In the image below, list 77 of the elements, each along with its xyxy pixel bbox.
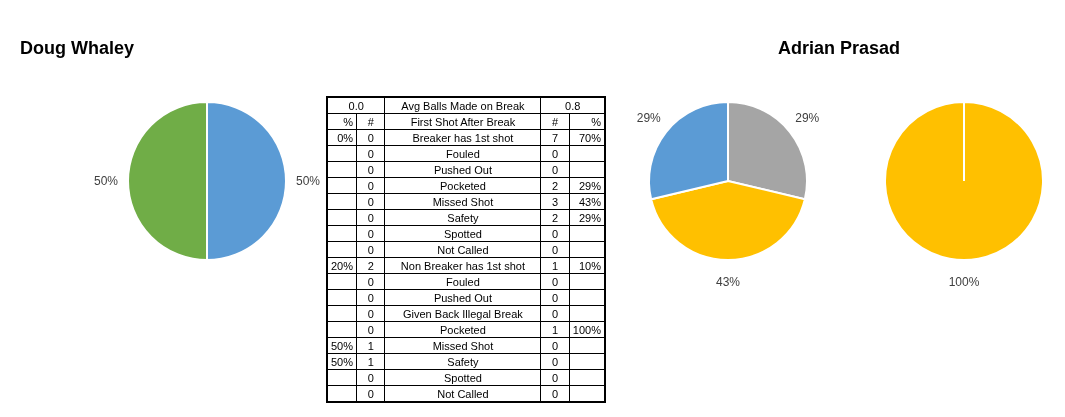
text: 0 bbox=[367, 387, 374, 400]
text: Pocketed bbox=[439, 323, 486, 336]
text: Pushed Out bbox=[433, 163, 492, 176]
text: 0 bbox=[367, 275, 374, 288]
text: # bbox=[552, 115, 559, 128]
text: 29% bbox=[578, 179, 601, 192]
text: # bbox=[367, 115, 374, 128]
text: Given Back Illegal Break bbox=[403, 307, 523, 320]
text: 0 bbox=[367, 131, 374, 144]
text: 70% bbox=[578, 131, 601, 144]
text: Not Called bbox=[437, 243, 489, 256]
text: 0% bbox=[337, 131, 354, 144]
text: 0 bbox=[552, 355, 559, 368]
text: Safety bbox=[447, 355, 479, 368]
text: Non Breaker has 1st shot bbox=[400, 259, 525, 272]
text: 0.0 bbox=[348, 99, 364, 112]
text: 1 bbox=[552, 323, 559, 336]
text: 0 bbox=[552, 243, 559, 256]
text: 0 bbox=[552, 371, 559, 384]
text: 0 bbox=[552, 339, 559, 352]
text: 0 bbox=[552, 291, 559, 304]
text: 0 bbox=[367, 147, 374, 160]
text: Not Called bbox=[437, 387, 489, 400]
text: Breaker has 1st shot bbox=[412, 131, 514, 144]
data-label: 50% bbox=[93, 174, 119, 188]
text: 0 bbox=[552, 163, 559, 176]
text: 0 bbox=[367, 371, 374, 384]
text: 0 bbox=[367, 163, 374, 176]
text: 0 bbox=[552, 387, 559, 400]
text: 0 bbox=[367, 179, 374, 192]
text: Spotted bbox=[443, 371, 482, 384]
data-label: 100% bbox=[948, 275, 980, 289]
text: 1 bbox=[367, 339, 374, 352]
text: First Shot After Break bbox=[410, 115, 516, 128]
chart-title: Doug Whaley bbox=[20, 38, 135, 59]
text: Safety bbox=[447, 211, 479, 224]
text: 0 bbox=[367, 307, 374, 320]
text: 1 bbox=[367, 355, 374, 368]
text: Avg Balls Made on Break bbox=[401, 99, 525, 112]
text: 0 bbox=[367, 323, 374, 336]
data-label: 29% bbox=[795, 111, 820, 126]
text: 20% bbox=[331, 259, 354, 272]
text: 29% bbox=[578, 211, 601, 224]
text: % bbox=[343, 115, 354, 128]
text: 0 bbox=[552, 275, 559, 288]
text: 2 bbox=[552, 211, 559, 224]
text: 0 bbox=[552, 307, 559, 320]
text: 1 bbox=[552, 259, 559, 272]
text: 0 bbox=[552, 147, 559, 160]
text: 50% bbox=[331, 355, 354, 368]
data-label: 43% bbox=[715, 275, 741, 289]
data-label: 29% bbox=[636, 111, 662, 126]
text: 100% bbox=[572, 323, 601, 336]
text: Pocketed bbox=[439, 179, 486, 192]
text: Missed Shot bbox=[432, 339, 494, 352]
text: 10% bbox=[578, 259, 601, 272]
text: 0.8 bbox=[565, 99, 581, 112]
text: 0 bbox=[367, 195, 374, 208]
text: Pushed Out bbox=[433, 291, 492, 304]
text: 0 bbox=[367, 291, 374, 304]
text: 0 bbox=[367, 227, 374, 240]
text: 2 bbox=[552, 179, 559, 192]
text: 2 bbox=[367, 259, 374, 272]
text: 3 bbox=[552, 195, 559, 208]
chart-title: Adrian Prasad bbox=[778, 38, 901, 59]
data-label: 50% bbox=[295, 174, 321, 188]
text: Missed Shot bbox=[432, 195, 494, 208]
text: Fouled bbox=[446, 275, 480, 288]
text: 0 bbox=[367, 243, 374, 256]
text: 7 bbox=[552, 131, 559, 144]
text: 0 bbox=[367, 211, 374, 224]
text: 0 bbox=[552, 227, 559, 240]
text: Fouled bbox=[446, 147, 480, 160]
text: 43% bbox=[578, 195, 601, 208]
text: % bbox=[591, 115, 601, 128]
text: Spotted bbox=[443, 227, 482, 240]
text: 50% bbox=[331, 339, 354, 352]
